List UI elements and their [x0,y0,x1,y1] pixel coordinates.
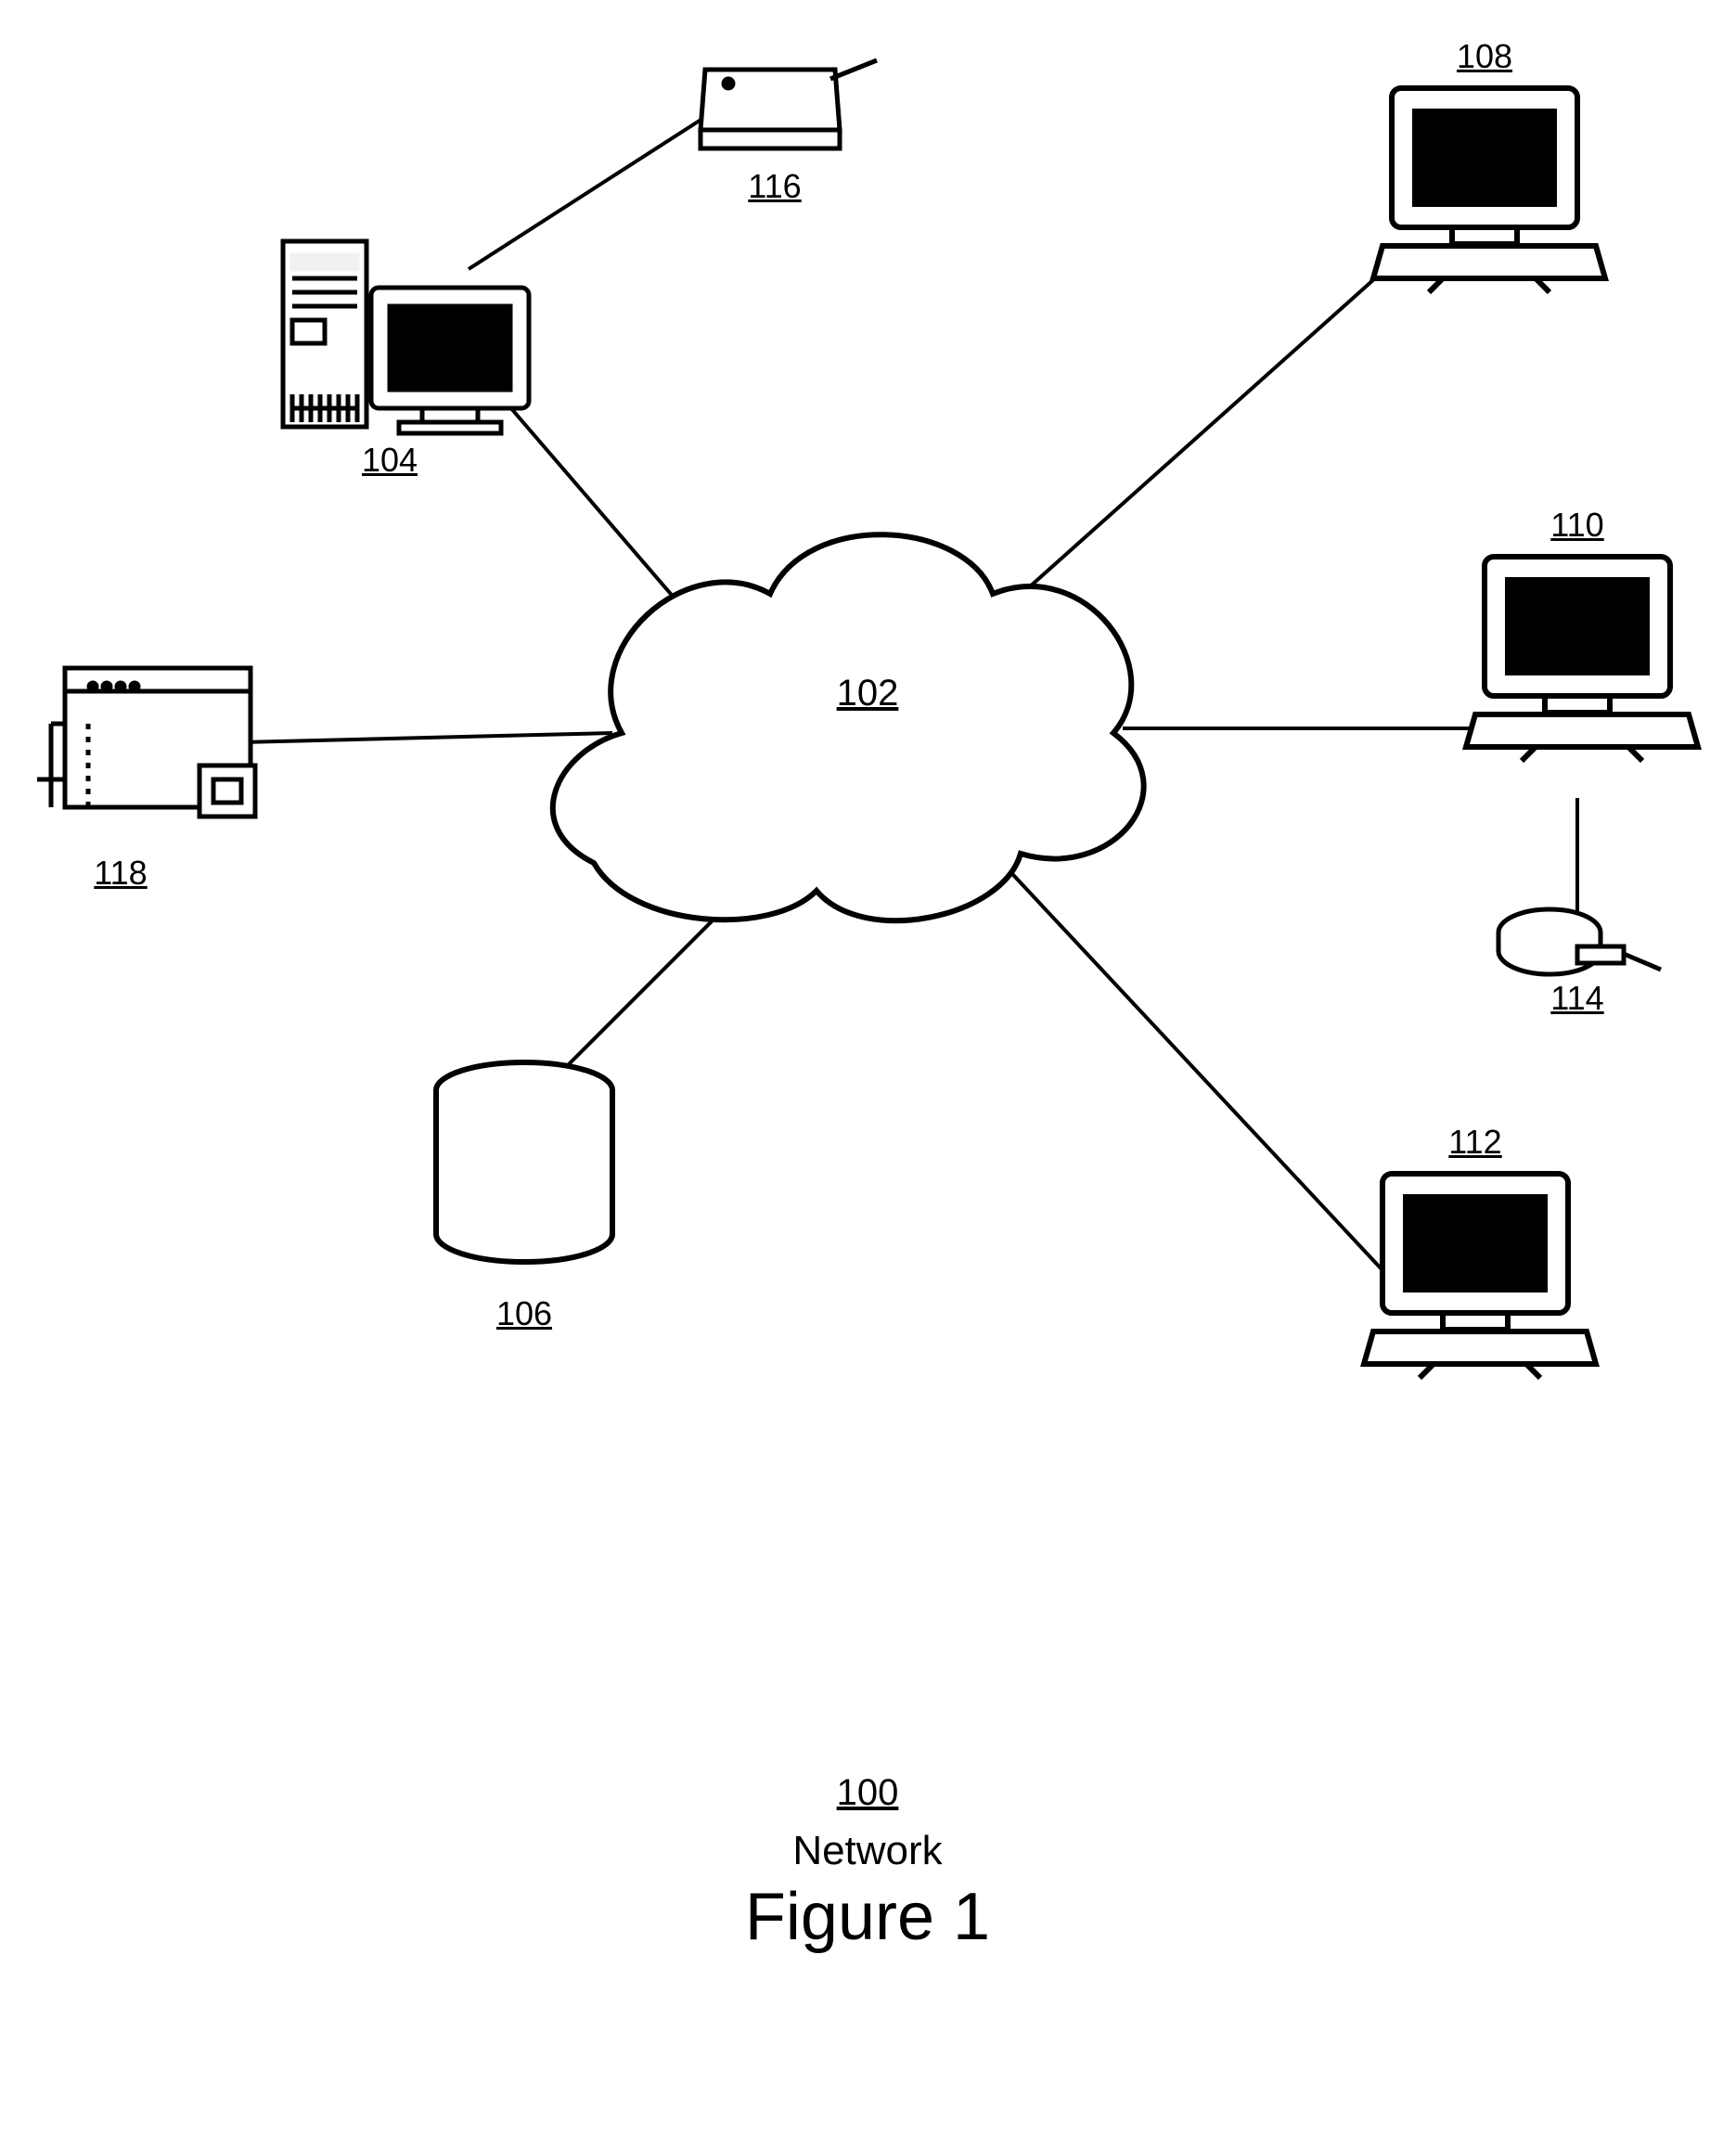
database-icon [0,0,1736,2148]
database-label: 106 [496,1294,552,1333]
network-diagram: 102 104 [0,0,1736,2148]
caption-id: 100 [837,1772,899,1814]
caption-label: Network [792,1828,942,1874]
caption-title: Figure 1 [745,1879,990,1955]
